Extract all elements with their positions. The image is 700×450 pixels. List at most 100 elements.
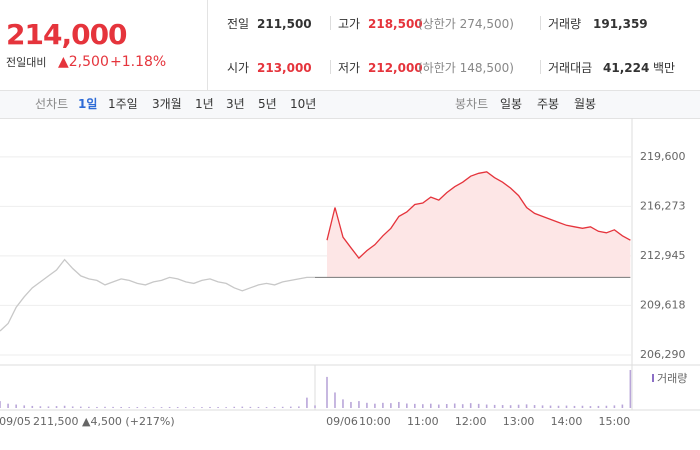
change: ▲2,500 — [58, 54, 109, 70]
volume-bar — [477, 403, 480, 408]
volume-bar — [517, 404, 520, 408]
volume-bar — [281, 406, 284, 408]
summary-value: 191,359 — [593, 17, 648, 31]
y-tick-label: 212,945 — [640, 249, 686, 262]
x-tick-label: 11:00 — [407, 415, 439, 428]
volume-bar — [453, 403, 456, 408]
volume-bar — [613, 405, 616, 408]
summary-value: 41,224 — [603, 61, 650, 75]
volume-bar — [406, 403, 408, 408]
divider — [540, 60, 541, 74]
volume-bar — [160, 407, 163, 408]
volume-bar — [168, 406, 171, 408]
x-tick-label: 14:00 — [551, 415, 583, 428]
volume-bar — [374, 403, 376, 408]
volume-bar — [334, 392, 336, 408]
volume-bar — [273, 406, 276, 408]
volume-bar — [15, 404, 17, 408]
volume-bar — [0, 401, 1, 408]
change-rate: +1.18% — [110, 54, 167, 70]
volume-bar — [422, 404, 424, 408]
price-area — [327, 171, 631, 278]
volume-bar — [55, 406, 58, 408]
candle-tab[interactable]: 주봉 — [537, 97, 560, 111]
volume-bar — [71, 406, 74, 408]
x-tick-label: 13:00 — [503, 415, 535, 428]
x-tick-label: 12:00 — [455, 415, 487, 428]
volume-bar — [525, 404, 528, 408]
period-tab[interactable]: 5년 — [258, 97, 277, 111]
volume-bar — [414, 403, 416, 408]
volume-bar — [597, 405, 600, 408]
volume-bar — [241, 406, 244, 408]
divider — [330, 16, 331, 30]
x-tick-label: 10:00 — [359, 415, 391, 428]
volume-bar — [541, 405, 544, 408]
price: 214,000 — [6, 18, 128, 51]
volume-bar — [314, 405, 316, 408]
volume-bar — [445, 404, 448, 408]
summary-label: 거래량 — [548, 17, 582, 31]
y-tick-label: 216,273 — [640, 199, 686, 212]
volume-bar — [509, 405, 512, 408]
volume-bar — [249, 406, 252, 408]
volume-bar — [398, 401, 400, 408]
summary-label: 저가 — [338, 61, 361, 75]
period-tab[interactable]: 3년 — [226, 97, 245, 111]
summary-value: 218,500 — [368, 17, 423, 31]
summary-unit: 백만 — [653, 61, 676, 75]
volume-bar — [112, 406, 114, 408]
volume-bar — [193, 407, 195, 408]
volume-bar — [217, 407, 219, 408]
period-tab[interactable]: 1주일 — [108, 97, 138, 111]
x-tick-label: 15:00 — [599, 415, 631, 428]
volume-bar — [533, 405, 536, 408]
volume-bar — [257, 406, 260, 408]
volume-bar — [31, 405, 34, 408]
period-tab[interactable]: 10년 — [290, 97, 317, 111]
volume-bar — [390, 403, 392, 408]
volume-bar — [201, 407, 203, 408]
volume-legend: 거래량 — [657, 372, 687, 385]
summary-label: 거래대금 — [548, 61, 593, 75]
candle-tab[interactable]: 월봉 — [574, 97, 597, 111]
volume-bar — [79, 406, 82, 408]
volume-bar — [96, 406, 98, 408]
tab-title: 선차트 — [35, 97, 69, 111]
price-line — [0, 258, 315, 332]
period-tab[interactable]: 1일 — [78, 97, 98, 111]
tab-bar: 선차트 1일 1주일 3개월 1년 3년 5년 10년 봉차트 일봉 주봉 월봉 — [0, 91, 700, 119]
x-tick-label: 09/06 — [326, 415, 358, 428]
divider — [207, 0, 208, 90]
summary-note: (하한가 148,500) — [418, 61, 514, 75]
period-tab[interactable]: 1년 — [195, 97, 214, 111]
summary-label: 전일 — [227, 17, 250, 31]
summary-note: (상한가 274,500) — [418, 17, 514, 31]
period-tab[interactable]: 3개월 — [152, 97, 182, 111]
volume-bar — [501, 405, 504, 408]
volume-bar — [136, 407, 139, 408]
volume-bar — [549, 405, 552, 408]
volume-bar — [7, 403, 9, 408]
volume-bar — [382, 402, 384, 408]
volume-bar — [233, 406, 236, 408]
y-tick-label: 219,600 — [640, 150, 686, 163]
volume-bar — [209, 406, 211, 408]
chart: 219,600 216,273 212,945 209,618 206,290 거래량 09… — [0, 118, 700, 428]
volume-bar — [573, 405, 576, 408]
volume-bar — [104, 406, 106, 408]
volume-bar — [485, 404, 488, 408]
volume-bar — [184, 407, 187, 408]
volume-bar — [342, 399, 344, 408]
summary-value: 212,000 — [368, 61, 423, 75]
volume-bar — [176, 407, 179, 408]
volume-bar — [358, 401, 360, 408]
candle-tab[interactable]: 일봉 — [500, 97, 523, 111]
volume-bar — [589, 406, 592, 408]
volume-bar — [557, 405, 560, 408]
volume-bar — [306, 397, 308, 408]
volume-bar — [23, 405, 26, 408]
volume-bar — [366, 402, 368, 408]
volume-bar — [39, 406, 42, 408]
